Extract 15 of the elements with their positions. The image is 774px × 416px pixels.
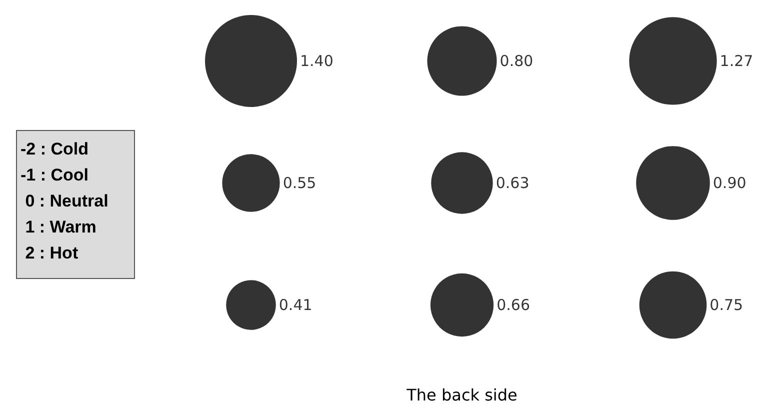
- data-label: 0.55: [282, 174, 316, 192]
- data-label: 0.75: [710, 296, 744, 314]
- data-label: 0.41: [278, 296, 312, 314]
- text: 0 : Neutral: [20, 192, 108, 210]
- data-label: 1.40: [300, 52, 334, 70]
- data-label: 0.63: [496, 174, 530, 192]
- data-label: 0.80: [500, 52, 534, 70]
- text: -2 : Cold: [20, 140, 88, 158]
- text: 2 : Hot: [20, 244, 78, 262]
- data-label: 0.90: [712, 174, 746, 192]
- data-label: 1.27: [720, 52, 754, 70]
- text: The back side: [406, 386, 518, 404]
- text: -1 : Cool: [20, 166, 88, 184]
- text: 1 : Warm: [20, 218, 96, 236]
- data-label: 0.66: [496, 296, 530, 314]
